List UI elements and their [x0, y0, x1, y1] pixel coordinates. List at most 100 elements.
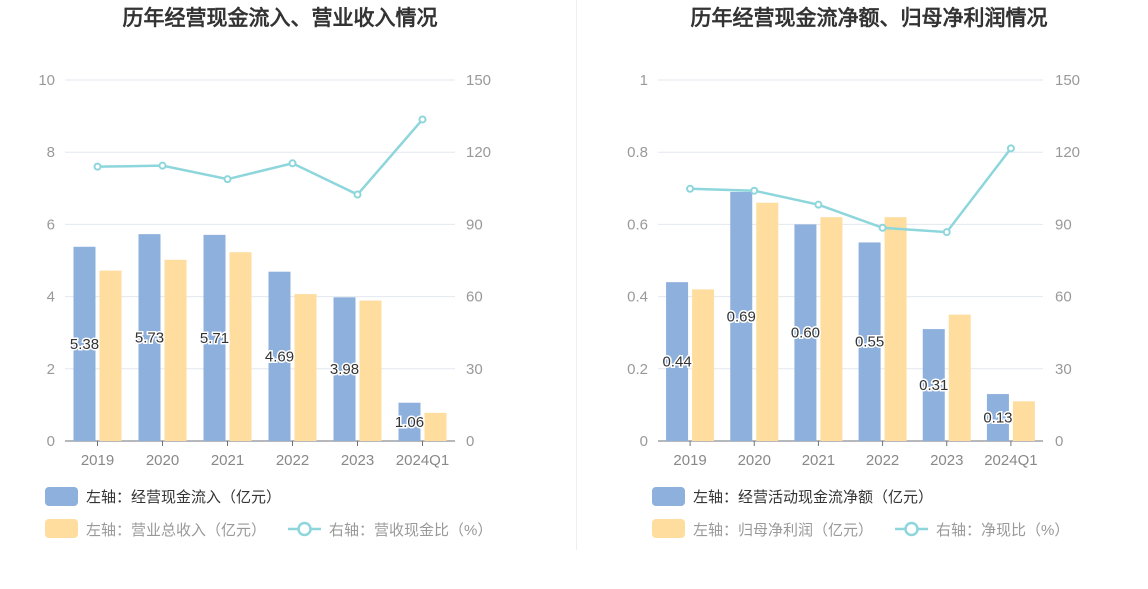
bar-secondary: [820, 217, 843, 441]
right-axis-tick-label: 120: [466, 144, 491, 161]
bar-data-label: 5.71: [200, 330, 229, 347]
bar-secondary: [884, 217, 907, 441]
x-axis-tick-label: 2022: [276, 452, 309, 469]
bar-data-label: 3.98: [330, 361, 359, 378]
x-axis-tick-label: 2023: [930, 452, 963, 469]
right-axis-tick-label: 90: [1055, 216, 1072, 233]
left-axis-tick-label: 2: [47, 361, 55, 378]
line-point: [93, 162, 102, 171]
right-axis-tick-label: 60: [1055, 289, 1072, 306]
left-axis-tick-label: 6: [47, 216, 55, 233]
right-axis-tick-label: 60: [466, 289, 483, 306]
x-axis-tick-label: 2020: [738, 452, 771, 469]
x-axis-tick-label: 2020: [146, 452, 179, 469]
right-axis-tick-label: 120: [1055, 144, 1080, 161]
left-axis-tick-label: 4: [47, 289, 55, 306]
bar-secondary: [294, 294, 317, 441]
line-point: [750, 186, 759, 195]
left-axis-tick-label: 0.4: [627, 289, 648, 306]
bar-primary: [666, 282, 689, 441]
right-axis-tick-label: 0: [466, 433, 474, 450]
legend-label-primary[interactable]: 左轴：经营现金流入（亿元）: [86, 489, 281, 506]
x-axis-tick-label: 2024Q1: [396, 452, 449, 469]
line-point: [814, 200, 823, 209]
left-axis-tick-label: 10: [38, 72, 55, 89]
right-axis-tick-label: 150: [1055, 72, 1080, 89]
bar-secondary: [164, 259, 187, 441]
panel-divider: [576, 0, 577, 550]
bar-primary: [794, 224, 817, 441]
legend-label-line[interactable]: 右轴：净现比（%）: [936, 522, 1069, 539]
line-series: [97, 118, 424, 197]
right-axis-tick-label: 30: [1055, 361, 1072, 378]
legend-swatch-primary[interactable]: [45, 487, 78, 506]
right-axis-tick-label: 0: [1055, 433, 1063, 450]
bar-data-label: 0.44: [662, 354, 691, 371]
legend-label-line[interactable]: 右轴：营收现金比（%）: [329, 522, 492, 539]
bar-primary: [203, 234, 226, 441]
legend-label-secondary[interactable]: 左轴：归母净利润（亿元）: [693, 522, 873, 539]
bar-secondary: [692, 289, 715, 441]
bar-data-label: 0.60: [791, 325, 820, 342]
left-axis-tick-label: 0.2: [627, 361, 648, 378]
bar-primary: [73, 246, 96, 441]
left-axis-tick-label: 0: [47, 433, 55, 450]
x-axis-tick-label: 2022: [866, 452, 899, 469]
chart-title: 历年经营现金流入、营业收入情况: [123, 6, 438, 30]
bar-data-label: 5.73: [135, 330, 164, 347]
legend-label-secondary[interactable]: 左轴：营业总收入（亿元）: [86, 522, 266, 539]
bar-data-label: 0.13: [983, 410, 1012, 427]
left-axis-tick-label: 0.8: [627, 144, 648, 161]
line-series: [690, 147, 1012, 234]
line-point: [878, 223, 887, 232]
legend-swatch-line-marker[interactable]: [297, 521, 312, 537]
legend-swatch-secondary[interactable]: [652, 519, 685, 538]
line-point: [686, 184, 695, 193]
line-point: [353, 190, 362, 199]
line-point: [158, 161, 167, 170]
legend-swatch-primary[interactable]: [652, 487, 685, 506]
chart-title: 历年经营现金流净额、归母净利润情况: [691, 6, 1048, 30]
legend-swatch-secondary[interactable]: [45, 519, 78, 538]
left-axis-tick-label: 0.6: [627, 216, 648, 233]
legend-label-primary[interactable]: 左轴：经营活动现金流净额（亿元）: [693, 489, 933, 506]
bar-data-label: 4.69: [265, 348, 294, 365]
bar-primary: [398, 402, 421, 441]
bar-primary: [333, 297, 356, 441]
bar-secondary: [359, 300, 382, 441]
line-point: [223, 175, 232, 184]
bar-primary: [730, 191, 753, 441]
x-axis-tick-label: 2019: [81, 452, 114, 469]
bar-primary: [986, 394, 1009, 441]
line-point: [418, 115, 427, 124]
chart-cash-inflow-revenue: 历年经营现金流入、营业收入情况 0 0 2 30 4 60 6 90 8 120 10 150 2019 2…: [38, 6, 492, 539]
bar-secondary: [756, 202, 779, 441]
x-axis-tick-label: 2019: [673, 452, 706, 469]
bar-secondary: [1012, 401, 1035, 441]
bar-data-label: 5.38: [70, 336, 99, 353]
bar-secondary: [424, 412, 447, 441]
bar-primary: [268, 271, 291, 441]
line-point: [1006, 144, 1015, 153]
bar-secondary: [99, 270, 122, 441]
x-axis-tick-label: 2021: [211, 452, 244, 469]
bar-data-label: 0.55: [855, 334, 884, 351]
line-point: [288, 159, 297, 168]
bar-data-label: 0.69: [727, 308, 756, 325]
bar-primary: [922, 329, 945, 441]
bar-data-label: 0.31: [919, 377, 948, 394]
x-axis-tick-label: 2023: [341, 452, 374, 469]
bar-primary: [138, 234, 161, 441]
bar-data-label: 1.06: [395, 414, 424, 431]
left-axis-tick-label: 0: [640, 433, 648, 450]
bar-secondary: [948, 314, 971, 441]
legend-swatch-line-marker[interactable]: [904, 521, 919, 537]
bar-primary: [858, 242, 881, 441]
left-axis-tick-label: 1: [640, 72, 648, 89]
right-axis-tick-label: 150: [466, 72, 491, 89]
line-point: [942, 228, 951, 237]
x-axis-tick-label: 2021: [802, 452, 835, 469]
right-axis-tick-label: 30: [466, 361, 483, 378]
